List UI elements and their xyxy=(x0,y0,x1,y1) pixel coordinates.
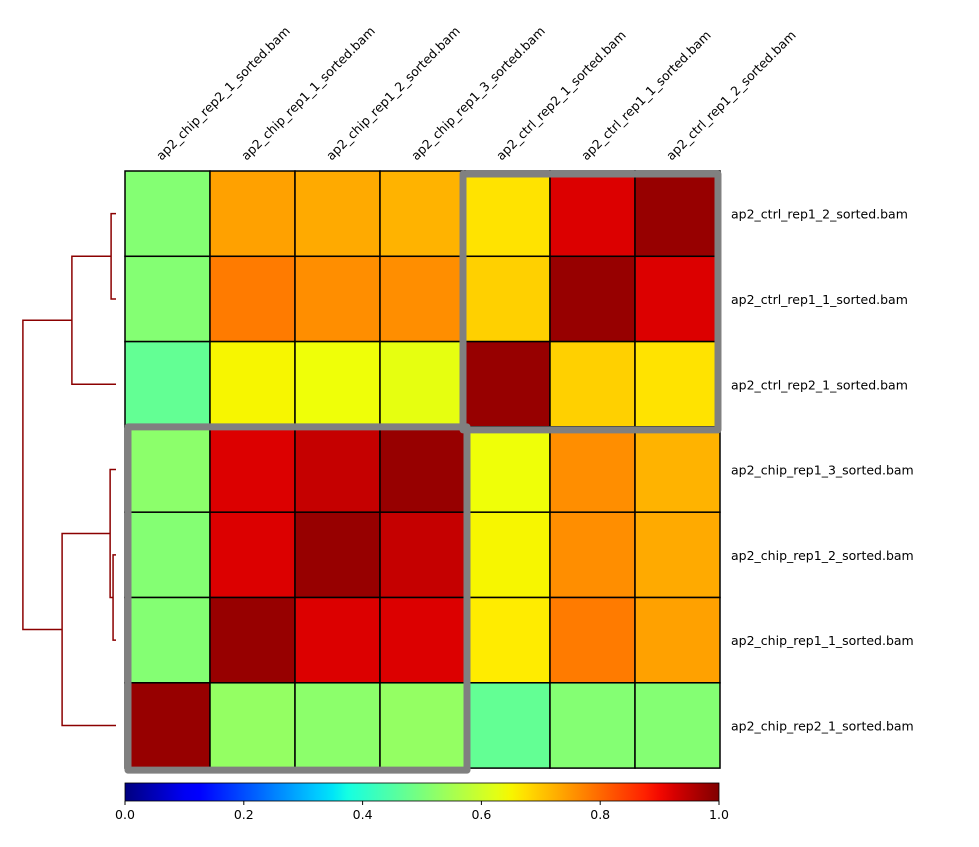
heatmap-cell xyxy=(549,682,636,769)
row-label: ap2_ctrl_rep2_1_sorted.bam xyxy=(731,377,908,392)
dendrogram-branch xyxy=(22,319,72,631)
cluster-box xyxy=(459,170,722,434)
cluster-box xyxy=(124,423,471,774)
heatmap-cell xyxy=(549,255,636,343)
heatmap-cell xyxy=(549,340,636,428)
heatmap-cell xyxy=(294,255,381,343)
heatmap-cell xyxy=(124,596,211,684)
row-dendrogram xyxy=(22,212,116,727)
column-labels: ap2_chip_rep2_1_sorted.bamap2_chip_rep1_… xyxy=(153,23,799,163)
heatmap-cell xyxy=(294,596,381,684)
row-label: ap2_chip_rep1_2_sorted.bam xyxy=(731,548,914,563)
heatmap-cell xyxy=(294,426,381,513)
column-label: ap2_chip_rep1_2_sorted.bam xyxy=(323,23,463,163)
colorbar-tick-label: 1.0 xyxy=(709,807,729,822)
heatmap-cell xyxy=(634,682,721,769)
dendrogram-branch xyxy=(112,554,116,641)
heatmap-cell xyxy=(209,682,296,769)
heatmap-cell xyxy=(124,511,211,599)
heatmap-cell xyxy=(549,511,636,599)
dendrogram-branch xyxy=(61,532,116,727)
heatmap-cell xyxy=(124,426,211,513)
heatmap-cell xyxy=(549,426,636,513)
heatmap-cell xyxy=(549,596,636,684)
heatmap-cell xyxy=(464,511,551,599)
heatmap-cell xyxy=(634,340,721,428)
dendrogram-branch xyxy=(71,255,116,385)
heatmap-cell xyxy=(124,340,211,428)
heatmap-cell xyxy=(464,170,551,258)
heatmap-cell xyxy=(634,170,721,258)
row-labels: ap2_ctrl_rep1_2_sorted.bam ap2_ctrl_rep1_… xyxy=(731,207,914,734)
heatmap-cell xyxy=(209,511,296,599)
heatmap-cell xyxy=(209,170,296,258)
heatmap-cell xyxy=(124,682,211,769)
colorbar-tick-label: 0.6 xyxy=(471,807,491,822)
heatmap-cell xyxy=(379,340,466,428)
colorbar-tick-label: 0.4 xyxy=(353,807,373,822)
heatmap-cell xyxy=(634,255,721,343)
heatmap-cell xyxy=(464,426,551,513)
row-label: ap2_chip_rep1_3_sorted.bam xyxy=(731,463,914,478)
heatmap-cell xyxy=(464,340,551,428)
heatmap-cell xyxy=(124,255,211,343)
heatmap-cell xyxy=(209,426,296,513)
heatmap-cell xyxy=(464,682,551,769)
colorbar-bar xyxy=(124,782,720,802)
heatmap-cell xyxy=(379,596,466,684)
heatmap-cell xyxy=(379,426,466,513)
colorbar: 0.0 0.2 0.4 0.6 0.8 1.0 xyxy=(115,782,729,822)
colorbar-tick-label: 0.0 xyxy=(115,807,135,822)
heatmap-cell xyxy=(294,170,381,258)
column-label: ap2_chip_rep1_3_sorted.bam xyxy=(408,23,548,163)
row-label: ap2_chip_rep2_1_sorted.bam xyxy=(731,718,914,733)
cluster-boxes xyxy=(124,170,722,774)
heatmap-cell xyxy=(294,340,381,428)
heatmap-cell xyxy=(209,255,296,343)
row-label: ap2_chip_rep1_1_sorted.bam xyxy=(731,633,914,648)
heatmap-cell xyxy=(294,682,381,769)
row-label: ap2_ctrl_rep1_2_sorted.bam xyxy=(731,207,908,222)
heatmap-cell xyxy=(209,340,296,428)
heatmap-cell xyxy=(379,170,466,258)
heatmap-cell xyxy=(634,596,721,684)
heatmap-cell xyxy=(379,511,466,599)
colorbar-tick-label: 0.2 xyxy=(234,807,254,822)
heatmap-cell xyxy=(124,170,211,258)
column-label: ap2_chip_rep2_1_sorted.bam xyxy=(153,23,293,163)
heatmap-cell xyxy=(379,682,466,769)
heatmap-cell xyxy=(464,255,551,343)
heatmap-cell xyxy=(464,596,551,684)
dendrogram-branch xyxy=(110,212,116,300)
column-label: ap2_chip_rep1_1_sorted.bam xyxy=(238,23,378,163)
heatmap-cell xyxy=(209,596,296,684)
heatmap-cell xyxy=(294,511,381,599)
heatmap-cell xyxy=(634,511,721,599)
heatmap-cell xyxy=(379,255,466,343)
row-label: ap2_ctrl_rep1_1_sorted.bam xyxy=(731,292,908,307)
heatmap-cell xyxy=(634,426,721,513)
heatmap-cell xyxy=(549,170,636,258)
colorbar-tick-label: 0.8 xyxy=(590,807,610,822)
heatmap-cells xyxy=(124,170,721,769)
